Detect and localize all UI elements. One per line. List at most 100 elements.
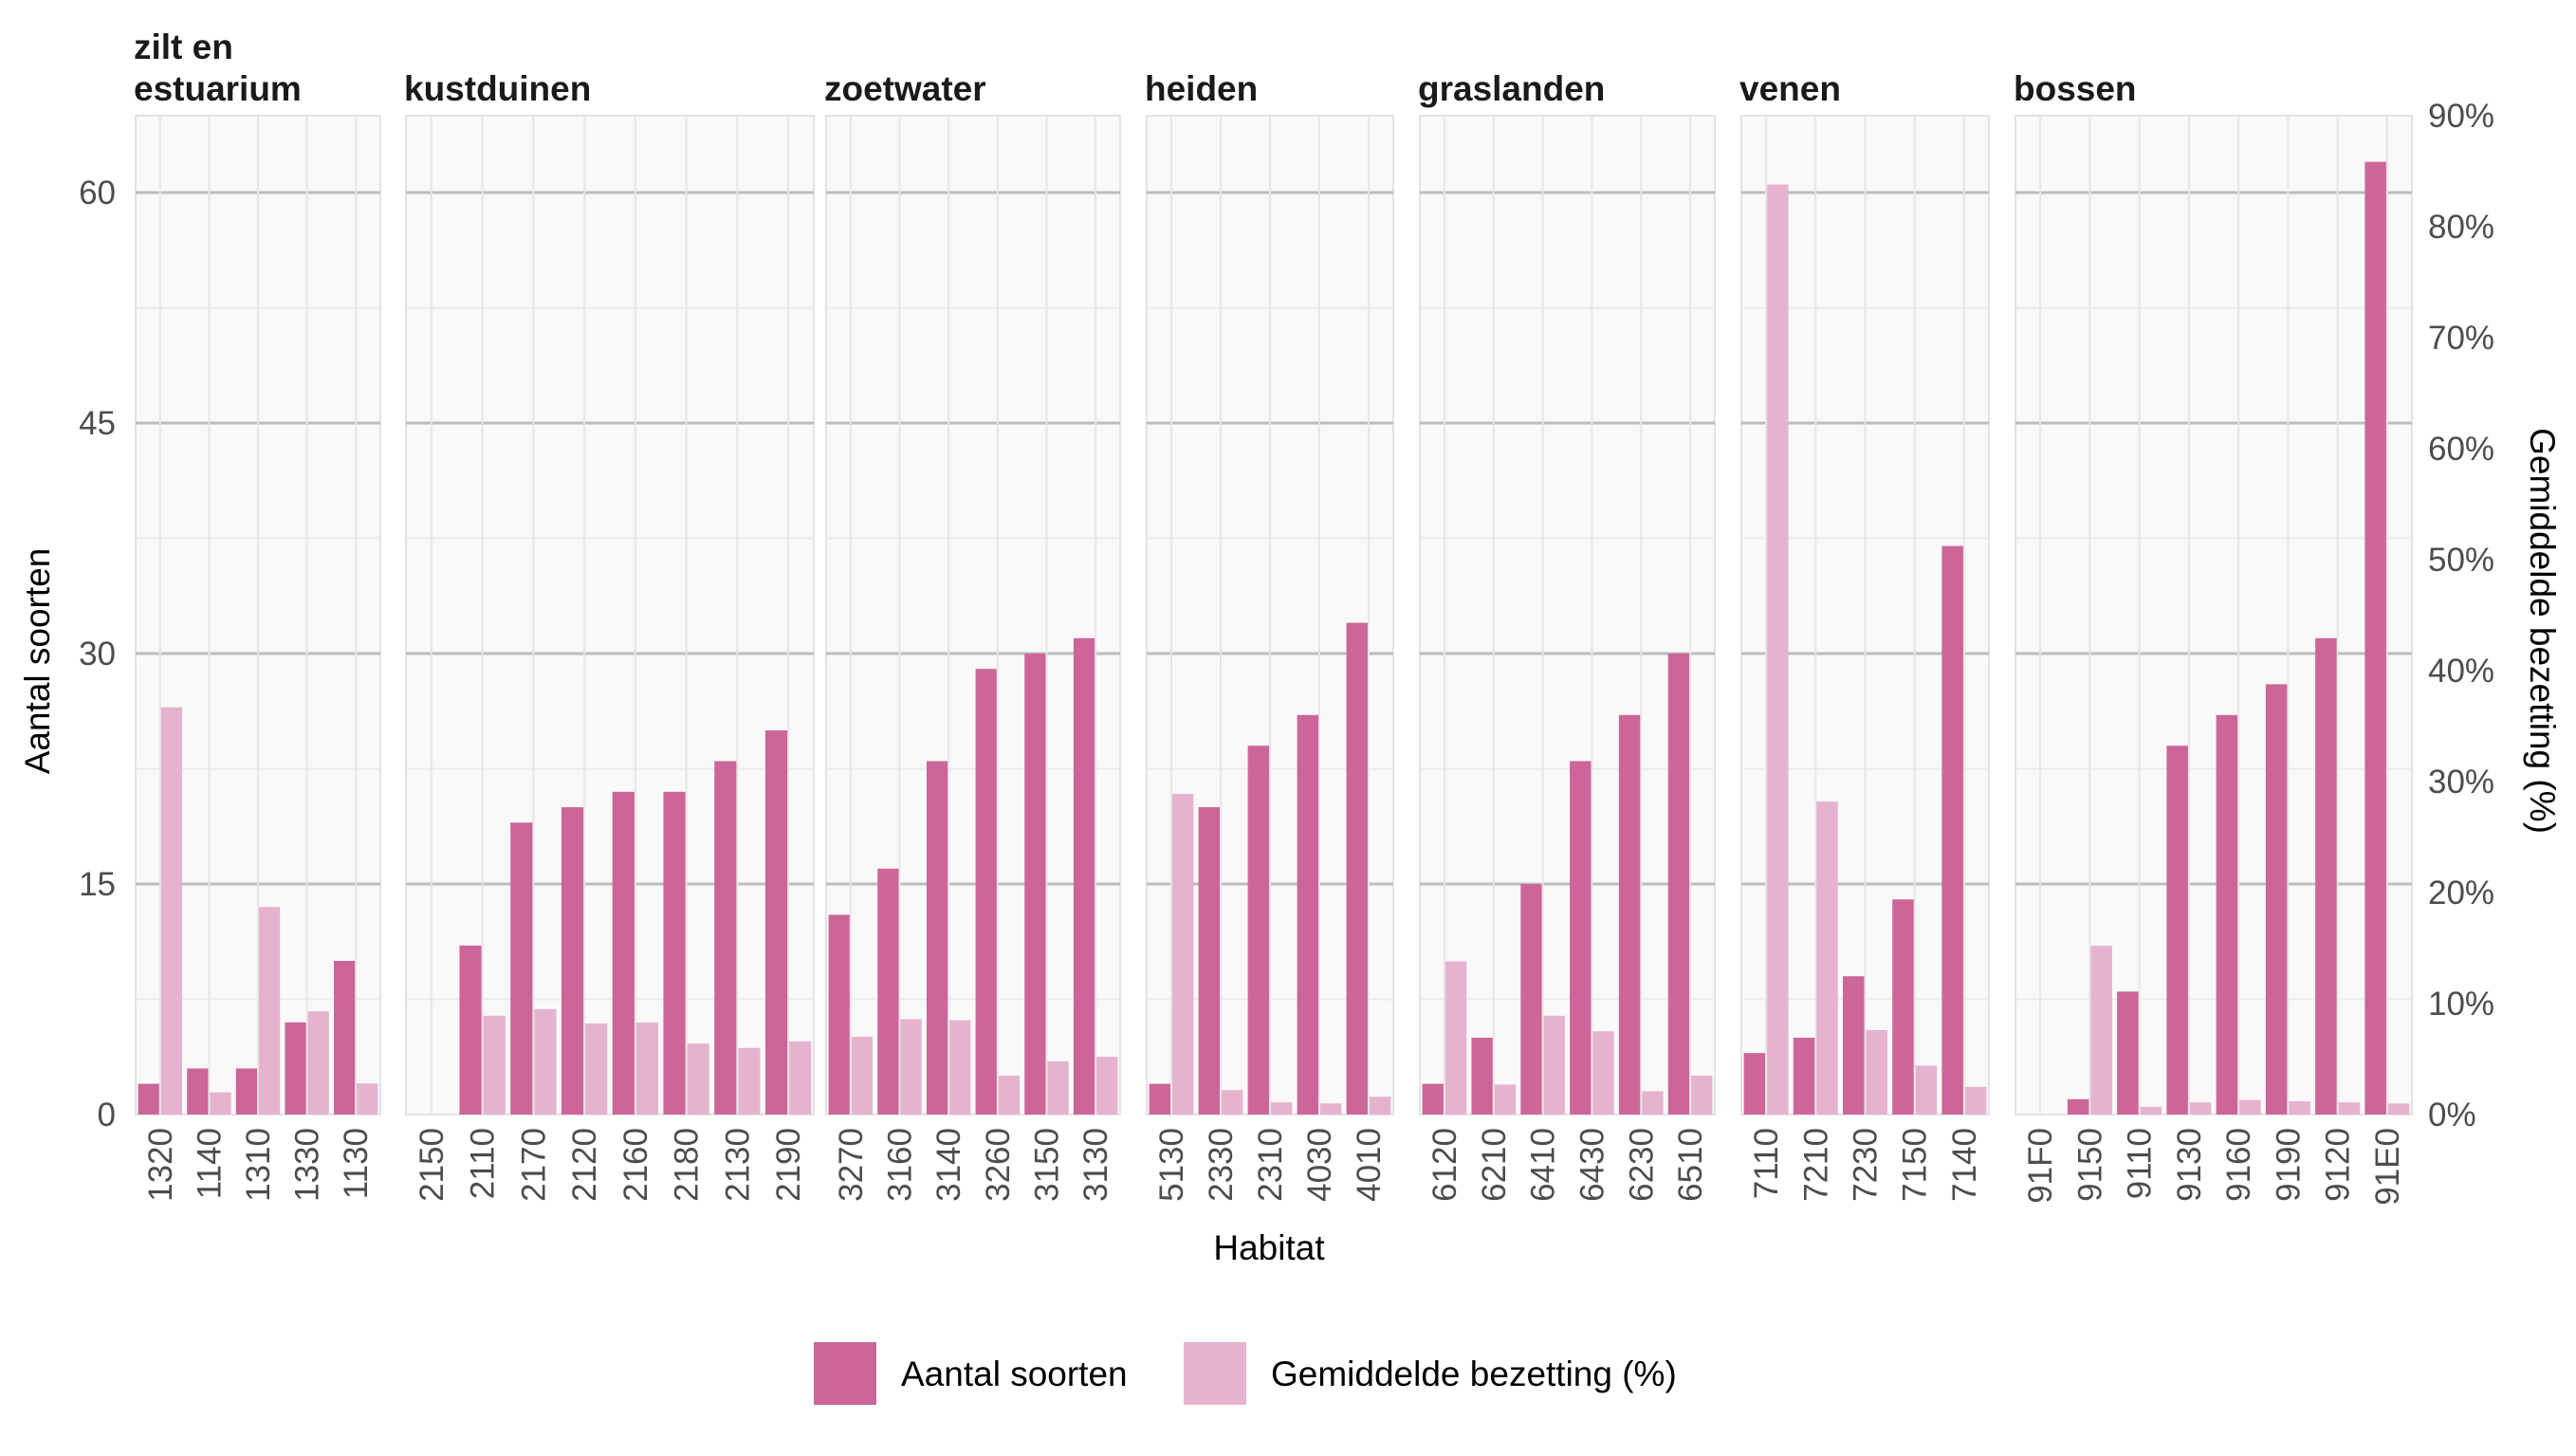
facet-title: kustduinen xyxy=(404,69,591,108)
bar-gemiddelde-bezetting xyxy=(1096,1057,1118,1115)
bar-aantal-soorten xyxy=(1247,746,1269,1115)
bar-aantal-soorten xyxy=(926,761,948,1115)
x-tick-label: 7140 xyxy=(1946,1128,1983,1202)
x-tick-label: 9160 xyxy=(2220,1128,2257,1202)
y2-tick-label: 50% xyxy=(2428,542,2494,579)
bar-aantal-soorten xyxy=(138,1083,159,1115)
x-tick-label: 9190 xyxy=(2270,1128,2307,1202)
x-tick-label: 3130 xyxy=(1077,1128,1114,1202)
bar-gemiddelde-bezetting xyxy=(1494,1084,1517,1115)
bar-aantal-soorten xyxy=(1073,637,1095,1115)
bar-gemiddelde-bezetting xyxy=(2387,1103,2410,1115)
bar-gemiddelde-bezetting xyxy=(534,1008,557,1115)
bar-gemiddelde-bezetting xyxy=(1691,1076,1713,1115)
bar-aantal-soorten xyxy=(1743,1053,1766,1115)
bar-gemiddelde-bezetting xyxy=(851,1037,874,1115)
bar-gemiddelde-bezetting xyxy=(160,707,183,1115)
legend: Aantal soorten Gemiddelde bezetting (%) xyxy=(814,1342,1677,1405)
x-tick-label: 6430 xyxy=(1573,1128,1610,1202)
bar-gemiddelde-bezetting xyxy=(357,1083,378,1115)
x-tick-label: 1130 xyxy=(338,1128,375,1199)
x-tick-label: 91F0 xyxy=(2022,1128,2059,1204)
bar-gemiddelde-bezetting xyxy=(1320,1103,1342,1115)
x-tick-label: 9150 xyxy=(2071,1128,2108,1202)
bar-aantal-soorten xyxy=(1422,1083,1444,1115)
bar-aantal-soorten xyxy=(333,961,356,1115)
bar-aantal-soorten xyxy=(1520,884,1542,1115)
bar-aantal-soorten xyxy=(828,914,850,1115)
panel-background xyxy=(2015,115,2413,1115)
x-tick-label: 6120 xyxy=(1426,1128,1463,1202)
x-tick-label: 4030 xyxy=(1301,1128,1338,1202)
x-tick-label: 6230 xyxy=(1623,1128,1660,1202)
bar-gemiddelde-bezetting xyxy=(1592,1031,1614,1115)
facet-panel: 2150 2110 2170 2120 2160 2180 2130 2190 kustduin… xyxy=(404,69,815,1202)
bar-gemiddelde-bezetting xyxy=(1915,1065,1938,1115)
bar-gemiddelde-bezetting xyxy=(789,1041,812,1115)
y2-tick-label: 60% xyxy=(2428,431,2494,468)
x-tick-label: 3260 xyxy=(980,1128,1017,1202)
bar-aantal-soorten xyxy=(1024,654,1046,1115)
x-tick-label: 3270 xyxy=(833,1128,870,1202)
x-tick-label: 6410 xyxy=(1525,1128,1562,1202)
bar-aantal-soorten xyxy=(510,822,533,1115)
bar-gemiddelde-bezetting xyxy=(210,1092,231,1115)
bar-gemiddelde-bezetting xyxy=(1271,1102,1293,1115)
x-tick-label: 3150 xyxy=(1029,1128,1066,1202)
bar-aantal-soorten xyxy=(1793,1038,1815,1115)
bar-aantal-soorten xyxy=(1892,899,1914,1115)
bar-gemiddelde-bezetting xyxy=(1767,184,1789,1115)
panel-background xyxy=(825,115,1121,1115)
y-tick-label: 0 xyxy=(98,1097,116,1133)
x-tick-label: 9130 xyxy=(2171,1128,2208,1202)
bar-aantal-soorten xyxy=(285,1022,306,1115)
bar-aantal-soorten xyxy=(764,730,788,1115)
facet-title: zilt en xyxy=(134,28,233,66)
y2-tick-label: 10% xyxy=(2428,986,2494,1023)
x-tick-label: 2120 xyxy=(566,1128,603,1202)
bar-aantal-soorten xyxy=(1346,622,1368,1115)
x-axis-title: Habitat xyxy=(1213,1228,1325,1267)
bar-gemiddelde-bezetting xyxy=(949,1020,971,1115)
y2-tick-label: 30% xyxy=(2428,764,2494,801)
x-tick-label: 1320 xyxy=(142,1128,179,1202)
x-tick-label: 1330 xyxy=(289,1128,326,1202)
y2-tick-label: 90% xyxy=(2428,98,2494,135)
bar-gemiddelde-bezetting xyxy=(1047,1060,1069,1115)
x-tick-label: 3140 xyxy=(930,1128,967,1202)
bar-aantal-soorten xyxy=(1149,1083,1170,1115)
x-tick-label: 7150 xyxy=(1897,1128,1934,1202)
y-tick-label: 30 xyxy=(79,636,116,673)
bar-gemiddelde-bezetting xyxy=(1370,1097,1391,1115)
bar-gemiddelde-bezetting xyxy=(900,1019,922,1115)
bar-aantal-soorten xyxy=(1843,976,1865,1115)
legend-label-aantal-soorten: Aantal soorten xyxy=(901,1355,1128,1393)
bar-aantal-soorten xyxy=(2265,684,2288,1115)
facet-title: bossen xyxy=(2014,69,2137,108)
x-tick-label: 7230 xyxy=(1848,1128,1885,1202)
bar-aantal-soorten xyxy=(2166,746,2188,1115)
x-tick-label: 2180 xyxy=(669,1128,706,1202)
bar-gemiddelde-bezetting xyxy=(1172,793,1194,1115)
facet-title: heiden xyxy=(1145,69,1258,108)
facet-title: venen xyxy=(1739,69,1841,108)
x-tick-label: 2130 xyxy=(719,1128,756,1202)
bar-aantal-soorten xyxy=(2315,637,2337,1115)
bar-aantal-soorten xyxy=(1471,1038,1493,1115)
y2-tick-label: 0% xyxy=(2428,1097,2476,1133)
bar-gemiddelde-bezetting xyxy=(998,1076,1021,1115)
facet-title: zoetwater xyxy=(824,69,986,108)
bar-gemiddelde-bezetting xyxy=(483,1015,506,1115)
x-tick-label: 9120 xyxy=(2320,1128,2357,1202)
x-tick-label: 9110 xyxy=(2122,1128,2159,1199)
x-tick-label: 5130 xyxy=(1153,1128,1190,1202)
bar-aantal-soorten xyxy=(877,868,899,1115)
bar-aantal-soorten xyxy=(714,761,737,1115)
bar-gemiddelde-bezetting xyxy=(1964,1086,1987,1115)
bar-aantal-soorten xyxy=(1570,761,1592,1115)
left-y-axis: 0 15 30 45 60 xyxy=(79,175,116,1133)
legend-label-gemiddelde-bezetting: Gemiddelde bezetting (%) xyxy=(1271,1355,1677,1393)
bar-aantal-soorten xyxy=(2216,714,2238,1115)
facet-panel: 91F0 9150 9110 9130 9160 9190 9120 91E0 bossen xyxy=(2014,69,2413,1206)
